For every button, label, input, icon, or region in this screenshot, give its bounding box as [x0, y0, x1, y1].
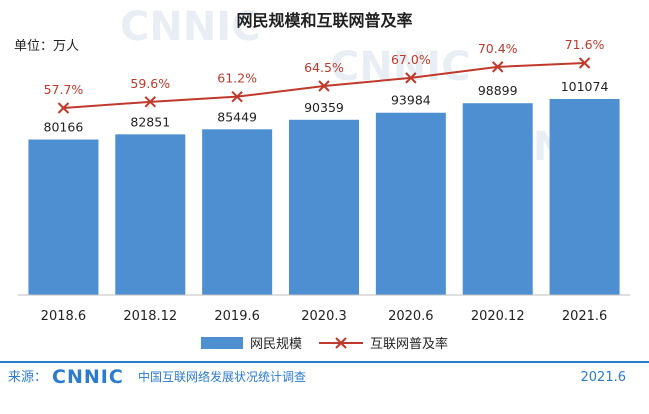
line-point-x-marker	[578, 57, 591, 69]
bar-2020.12	[462, 103, 533, 295]
pct-labels-layer: 57.7% 59.6% 61.2% 64.5% 67.0% 70.4% 71.6%	[44, 37, 605, 97]
unit-label: 单位：万人	[14, 39, 79, 54]
line-point-x-marker	[318, 80, 330, 92]
line-point-x-marker	[231, 90, 243, 103]
line-point-x-marker	[144, 96, 156, 108]
line-layer	[57, 57, 591, 114]
rate-value-label: 64.5%	[304, 60, 344, 75]
x-axis-tick-labels: 2018.6 2018.12 2019.6 2020.3 2020.6 2020.12 20…	[41, 309, 608, 324]
bar-value-label: 85449	[217, 109, 257, 124]
cnnic-logo-subtitle: 中国互联网络发展状况统计调查	[138, 369, 306, 384]
rate-value-label: 71.6%	[565, 37, 605, 52]
rate-value-label: 57.7%	[44, 82, 84, 97]
legend: 网民规模 互联网普及率	[201, 336, 448, 352]
source-label: 来源：	[8, 370, 47, 385]
x-tick-label: 2018.6	[41, 309, 87, 324]
bar-value-label: 93984	[391, 93, 431, 108]
x-tick-label: 2021.6	[562, 309, 608, 324]
bar-2020.6	[375, 112, 446, 295]
rate-value-label: 59.6%	[130, 76, 170, 91]
x-tick-label: 2020.12	[471, 309, 525, 324]
legend-swatch-bar	[201, 337, 243, 349]
bar-2020.3	[289, 119, 359, 295]
cnnic-logo: CNNIC	[52, 366, 124, 388]
line-point-x-marker	[405, 72, 417, 84]
legend-label-line: 互联网普及率	[370, 336, 448, 352]
footer-date: 2021.6	[581, 370, 627, 385]
bar-value-label: 98899	[478, 83, 518, 98]
bar-value-label: 90359	[304, 100, 344, 115]
legend-label-bar: 网民规模	[250, 337, 302, 352]
line-point-x-marker	[57, 102, 70, 114]
bar-2019.6	[202, 129, 273, 295]
rate-value-label: 70.4%	[478, 41, 518, 56]
bar-2018.12	[115, 134, 186, 295]
x-tick-label: 2020.6	[388, 309, 434, 324]
rate-value-label: 61.2%	[217, 71, 257, 86]
bars-layer	[28, 99, 620, 295]
x-tick-label: 2019.6	[214, 309, 260, 324]
bar-value-label: 101074	[561, 79, 609, 94]
legend-marker-x-icon	[335, 337, 347, 349]
x-tick-label: 2018.12	[123, 309, 177, 324]
bar-2018.6	[28, 139, 99, 295]
watermark-logo: CNNIC	[120, 4, 261, 50]
bar-labels-layer: 80166 82851 85449 90359 93984 98899 101074	[44, 79, 609, 135]
x-tick-label: 2020.3	[301, 309, 347, 324]
bar-value-label: 80166	[44, 120, 84, 135]
bar-value-label: 82851	[130, 114, 170, 129]
line-point-x-marker	[492, 61, 504, 73]
bar-2021.6	[549, 99, 620, 295]
chart-title: 网民规模和互联网普及率	[236, 11, 412, 30]
rate-value-label: 67.0%	[391, 52, 431, 67]
